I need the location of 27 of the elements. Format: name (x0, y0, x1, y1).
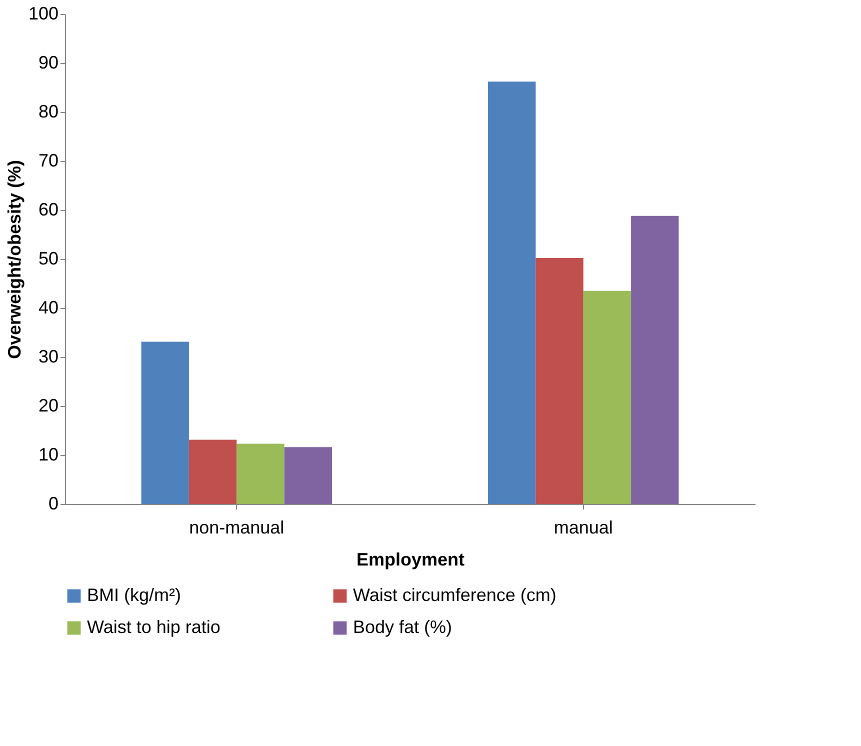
y-tick-label: 80 (38, 102, 58, 122)
y-tick-label: 0 (48, 494, 58, 514)
legend-label: Body fat (%) (353, 617, 452, 637)
legend-label: BMI (kg/m²) (87, 585, 181, 605)
legend-label: Waist circumference (cm) (353, 585, 556, 605)
y-tick-label: 100 (28, 4, 58, 24)
y-tick-label: 40 (38, 298, 58, 318)
y-tick-label: 70 (38, 150, 58, 170)
legend-label: Waist to hip ratio (87, 617, 220, 637)
bar (236, 444, 284, 504)
y-tick-label: 10 (38, 444, 58, 464)
bar (631, 216, 679, 504)
y-tick-label: 30 (38, 346, 58, 366)
y-tick-label: 60 (38, 200, 58, 220)
x-tick-label: manual (554, 518, 613, 538)
bar (141, 342, 189, 504)
x-tick-label: non-manual (189, 518, 284, 538)
x-axis-title: Employment (356, 550, 465, 570)
bar (488, 82, 536, 504)
bar (583, 290, 632, 504)
y-tick-label: 50 (38, 248, 58, 268)
y-tick-label: 90 (38, 52, 58, 72)
bar (536, 258, 584, 504)
bar (188, 440, 237, 504)
y-axis-title: Overweight/obesity (%) (4, 160, 24, 360)
y-tick-label: 20 (38, 396, 58, 416)
bar (284, 447, 332, 504)
